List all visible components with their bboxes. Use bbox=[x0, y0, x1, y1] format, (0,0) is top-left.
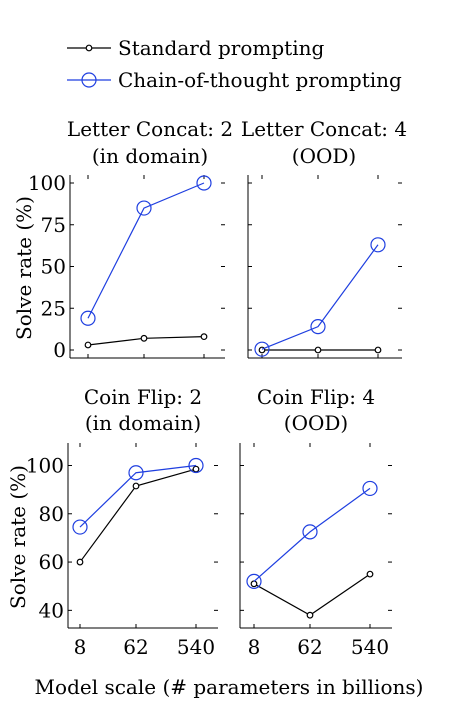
y-tick-label: 40 bbox=[39, 598, 64, 622]
data-point-standard bbox=[84, 341, 92, 349]
legend-standard-label: Standard prompting bbox=[118, 36, 324, 60]
series-line-cot bbox=[87, 182, 205, 319]
x-tick-label: 8 bbox=[74, 635, 87, 659]
legend-entry-cot: Chain-of-thought prompting bbox=[67, 68, 402, 92]
legend-standard-marker bbox=[85, 44, 93, 52]
y-tick-label: 60 bbox=[39, 550, 64, 574]
data-point-cot bbox=[128, 465, 144, 481]
series-line-cot bbox=[253, 487, 371, 582]
data-point-standard bbox=[132, 482, 140, 490]
panel-1-title-line-2: (in domain) bbox=[92, 144, 208, 168]
y-tick-label: 80 bbox=[39, 502, 64, 526]
y-tick-label: 25 bbox=[41, 296, 66, 320]
data-point-standard bbox=[306, 611, 314, 619]
panel-3-title-line-1: Coin Flip: 2 bbox=[84, 385, 202, 409]
x-tick-label: 62 bbox=[123, 635, 148, 659]
panel-1-title-line-1: Letter Concat: 2 bbox=[67, 117, 233, 141]
y-tick-label: 100 bbox=[28, 171, 66, 195]
y-tick-label: 0 bbox=[53, 338, 66, 362]
y-tick-label: 50 bbox=[41, 255, 66, 279]
y-tick-label: 75 bbox=[41, 213, 66, 237]
data-point-standard bbox=[192, 465, 200, 473]
panel-coin-flip-4: 8 62 540 bbox=[239, 443, 392, 659]
panel-4-title-line-1: Coin Flip: 4 bbox=[257, 385, 375, 409]
x-axis-title: Model scale (# parameters in billions) bbox=[35, 675, 424, 699]
data-point-standard bbox=[366, 570, 374, 578]
data-point-cot bbox=[136, 200, 152, 216]
legend-cot-label: Chain-of-thought prompting bbox=[118, 68, 402, 92]
legend: Standard prompting Chain-of-thought prom… bbox=[67, 36, 402, 92]
data-point-cot bbox=[196, 175, 212, 191]
x-tick-label: 540 bbox=[177, 635, 215, 659]
data-point-cot bbox=[254, 341, 270, 357]
data-point-standard bbox=[314, 346, 322, 354]
panel-4-title-line-2: (OOD) bbox=[284, 411, 348, 435]
panel-letter-concat-4 bbox=[247, 175, 402, 359]
data-point-cot bbox=[310, 319, 326, 335]
x-tick-label: 540 bbox=[351, 635, 389, 659]
panel-coin-flip-2: 8 62 540 40 60 80 100 bbox=[26, 443, 218, 659]
data-point-cot bbox=[246, 573, 262, 589]
data-point-standard bbox=[250, 580, 258, 588]
data-point-cot bbox=[188, 457, 204, 474]
series-line-cot bbox=[261, 244, 379, 350]
x-tick-label: 8 bbox=[248, 635, 261, 659]
x-tick-label: 62 bbox=[297, 635, 322, 659]
data-point-standard bbox=[76, 558, 84, 566]
panel-2-title-line-1: Letter Concat: 4 bbox=[241, 117, 407, 141]
series-line-standard bbox=[253, 573, 371, 616]
panel-2-title-line-2: (OOD) bbox=[292, 144, 356, 168]
series-line-cot bbox=[79, 464, 197, 528]
data-point-standard bbox=[374, 346, 382, 354]
panel-letter-concat-2: 0 25 50 75 100 bbox=[28, 171, 225, 362]
data-point-standard bbox=[140, 334, 148, 342]
legend-cot-marker bbox=[81, 72, 97, 88]
data-point-standard bbox=[200, 333, 208, 341]
panel-3-title-line-2: (in domain) bbox=[85, 411, 201, 435]
y-tick-label: 100 bbox=[26, 453, 64, 477]
panel-3-ylabel: Solve rate (%) bbox=[6, 465, 30, 609]
series-line-standard bbox=[79, 468, 197, 563]
data-point-cot bbox=[362, 480, 378, 497]
data-point-cot bbox=[302, 524, 318, 540]
data-point-cot bbox=[80, 310, 96, 326]
panel-titles: Letter Concat: 2 (in domain) Letter Conc… bbox=[67, 117, 407, 435]
data-point-cot bbox=[370, 237, 386, 253]
data-point-cot bbox=[72, 519, 88, 535]
legend-entry-standard: Standard prompting bbox=[67, 36, 324, 60]
panel-1-ylabel: Solve rate (%) bbox=[12, 196, 36, 340]
